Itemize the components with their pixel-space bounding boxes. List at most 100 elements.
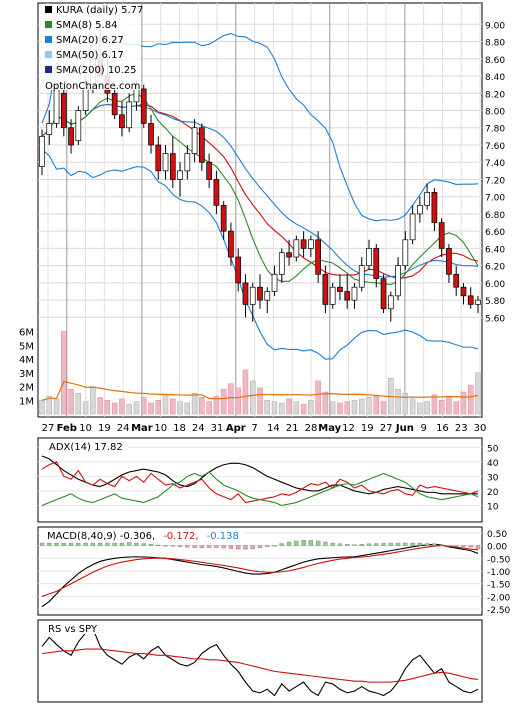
volume-bar (431, 394, 438, 415)
adx-tick-label: 10 (487, 502, 499, 512)
candle-down (300, 239, 307, 249)
volume-bar (97, 397, 103, 415)
volume-bar (220, 389, 227, 415)
date-tick-label: 28 (305, 423, 318, 434)
candle-up (184, 153, 191, 172)
volume-bar (467, 384, 474, 415)
volume-tick-label: 2M (19, 383, 34, 394)
adx-tick-label: 20 (487, 488, 499, 498)
macd-histogram-bar (185, 545, 190, 548)
volume-bar (177, 401, 183, 415)
volume-bar (140, 397, 147, 415)
macd-histogram-bar (294, 540, 299, 546)
volume-bar (366, 397, 372, 415)
candle-up (126, 101, 133, 129)
volume-bar (308, 400, 314, 415)
macd-histogram-bar (272, 545, 277, 547)
bollinger-lower-line (41, 148, 479, 360)
price-tick-label: 7.20 (485, 176, 505, 186)
macd-histogram-bar (119, 542, 125, 546)
macd-title-main: MACD(8,40,9) -0.306, (47, 531, 155, 542)
price-tick-label: 7.00 (485, 194, 505, 204)
date-tick-label: Jun (395, 423, 414, 434)
candle-down (199, 127, 205, 163)
date-tick-label: 14 (267, 423, 280, 434)
adx-tick-label: 50 (487, 444, 499, 454)
volume-bar (162, 394, 169, 415)
macd-title-bg (40, 529, 245, 541)
macd-signal-value: -0.172, (163, 531, 198, 542)
candle-up (39, 136, 45, 167)
price-tick-label: 8.40 (485, 73, 505, 83)
date-tick-label: 19 (361, 423, 374, 434)
volume-bar (235, 387, 241, 415)
macd-tick-label: -2.00 (487, 593, 511, 603)
volume-bar (460, 391, 467, 415)
volume-bar (300, 404, 307, 415)
macd-histogram-bar (83, 542, 88, 546)
volume-tick-label: 3M (19, 369, 34, 380)
macd-histogram-bar (112, 542, 117, 546)
macd-tick-label: -1.50 (487, 581, 511, 591)
macd-histogram-value: -0.138 (207, 531, 239, 542)
volume-bar (75, 393, 82, 415)
candle-down (380, 278, 387, 310)
date-axis: 27 Feb 10 19 24 Mar 10 18 24 31 Apr 7 14 21 28 May 12 19 2… (42, 423, 487, 434)
volume-bar (148, 402, 154, 415)
candle-up (358, 265, 365, 288)
price-tick-label: 6.40 (485, 245, 505, 255)
macd-tick-label: -0.50 (487, 555, 511, 565)
macd-histogram-bar (424, 543, 430, 546)
candle-down (68, 127, 74, 146)
macd-histogram-bar (475, 545, 481, 550)
macd-histogram-bar (323, 541, 328, 546)
candle-up (366, 248, 372, 267)
candle-down (438, 222, 445, 249)
volume-bar (453, 401, 459, 415)
candle-down (119, 114, 125, 129)
candle-down (453, 273, 460, 288)
macd-histogram-bar (156, 544, 161, 546)
macd-histogram-bar (315, 540, 321, 546)
candle-up (264, 291, 271, 301)
macd-histogram-bar (410, 542, 415, 546)
macd-histogram-bar (221, 545, 226, 549)
macd-histogram-bar (286, 541, 292, 546)
date-tick-label: Apr (226, 423, 246, 434)
macd-histogram-bar (388, 542, 393, 546)
rs-title-bg (40, 622, 102, 634)
candle-up (293, 239, 300, 258)
macd-histogram-bar (461, 545, 466, 547)
macd-histogram-bar (148, 544, 154, 546)
date-tick-label: Feb (57, 423, 77, 434)
macd-histogram-bar (279, 543, 284, 546)
macd-histogram-bar (214, 545, 219, 548)
adx-title: ADX(14) 17.82 (49, 442, 123, 453)
legend-item: SMA(200) 10.25 (45, 65, 137, 76)
adx-title-bg (40, 440, 128, 452)
macd-histogram-bar (68, 542, 74, 546)
macd-histogram-bar (76, 542, 81, 546)
signal-line (41, 544, 479, 597)
candle-down (242, 282, 249, 305)
candle-down (373, 248, 380, 279)
price-tick-label: 6.20 (485, 263, 505, 273)
volume-bar (264, 400, 271, 415)
volume-bar (111, 402, 118, 415)
candle-down (344, 291, 351, 301)
volume-bar (155, 400, 162, 415)
volume-bar (322, 391, 329, 415)
volume-bar (170, 398, 176, 415)
volume-bar (206, 401, 212, 415)
candle-down (213, 179, 220, 206)
volume-bar (329, 401, 336, 415)
candle-down (111, 92, 118, 116)
date-tick-label: 7 (251, 423, 257, 434)
volume-tick-label: 4M (19, 355, 34, 366)
macd-histogram-bar (236, 545, 241, 550)
macd-histogram-bar (243, 545, 248, 550)
volume-tick-label: 6M (19, 328, 34, 339)
macd-axis: 0.50 0.00 -0.50 -1.00 -1.50 -2.00 -2.50 (487, 530, 511, 616)
volume-bar (249, 380, 256, 415)
